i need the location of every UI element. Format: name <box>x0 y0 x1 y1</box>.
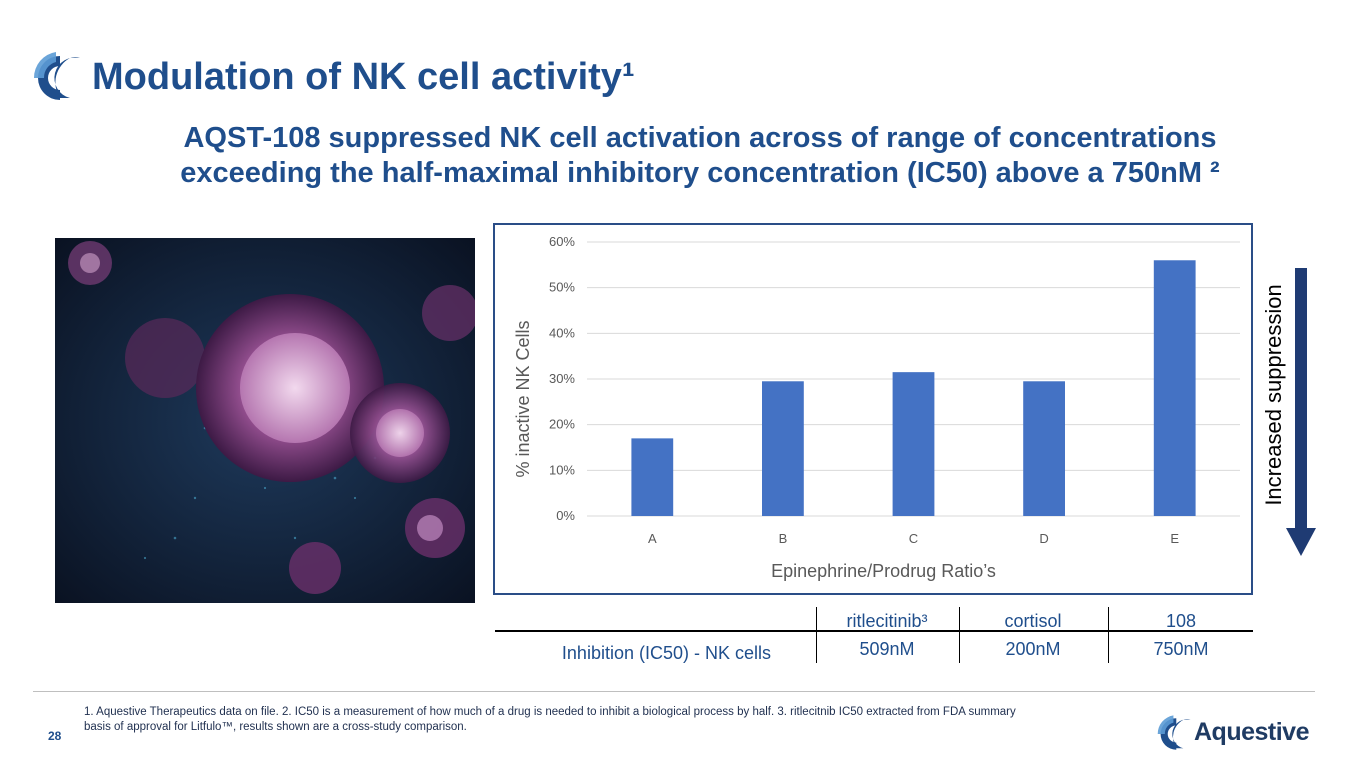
y-axis-label: % inactive NK Cells <box>513 320 533 477</box>
page-number: 28 <box>48 729 62 743</box>
y-tick-label: 60% <box>549 234 575 249</box>
x-tick-label: E <box>1170 531 1179 546</box>
bar-chart: 0% 10% 20% 30% 40% 50% 60% A B C D E Epinephrine/Pro… <box>513 234 1240 581</box>
bar-D <box>1023 381 1065 516</box>
brand-logo: Aquestive <box>1152 713 1322 755</box>
table-cell: 750nM <box>1153 639 1209 659</box>
arrow-down-icon <box>1286 268 1316 556</box>
footnote-line-2: basis of approval for Litfulo™, results … <box>84 721 467 733</box>
increased-suppression-text: Increased suppression <box>1261 284 1286 506</box>
y-tick-label: 20% <box>549 417 575 432</box>
x-tick-label: D <box>1039 531 1048 546</box>
footer-divider <box>33 691 1315 692</box>
footnotes: 1. Aquestive Therapeutics data on file. … <box>84 705 1144 735</box>
chart-labels: 0% 10% 20% 30% 40% 50% 60% A B C D E Epinephrine/Pro… <box>513 234 1179 581</box>
brand-name: Aquestive <box>1194 718 1309 746</box>
table-cell: 509nM <box>859 639 915 659</box>
bar-B <box>762 381 804 516</box>
table-cell: 200nM <box>1005 639 1061 659</box>
y-tick-label: 10% <box>549 462 575 477</box>
table-column-divider <box>959 607 960 663</box>
x-tick-label: B <box>779 531 788 546</box>
table-column-divider <box>816 607 817 663</box>
table-column-divider <box>1108 607 1109 663</box>
y-tick-label: 30% <box>549 371 575 386</box>
page-subtitle: AQST-108 suppressed NK cell activation a… <box>90 121 1310 191</box>
page-title: Modulation of NK cell activity¹ <box>92 56 635 98</box>
chart-frame: 0% 10% 20% 30% 40% 50% 60% A B C D E Epinephrine/Pro… <box>493 223 1253 595</box>
ic50-table: ritlecitinib³ cortisol 108 Inhibition (I… <box>495 605 1253 667</box>
bar-A <box>631 438 674 516</box>
x-tick-label: C <box>909 531 918 546</box>
y-tick-label: 50% <box>549 280 575 295</box>
nk-cell-illustration <box>55 238 475 603</box>
subtitle-line-1: AQST-108 suppressed NK cell activation a… <box>183 122 1217 154</box>
x-axis-label: Epinephrine/Prodrug Ratio’s <box>771 561 996 581</box>
table-header: cortisol <box>1004 611 1062 631</box>
table-row-label: Inhibition (IC50) - NK cells <box>495 643 815 664</box>
footnote-line-1: 1. Aquestive Therapeutics data on file. … <box>84 706 1016 718</box>
y-tick-label: 40% <box>549 325 575 340</box>
table-header: 108 <box>1165 611 1197 631</box>
table-divider <box>495 630 1253 632</box>
bar-C <box>892 372 935 516</box>
subtitle-line-2: exceeding the half-maximal inhibitory co… <box>180 157 1220 189</box>
aquestive-logo-icon <box>1157 715 1191 750</box>
bar-E <box>1153 260 1196 516</box>
row-label-text: Inhibition (IC50) - NK cells <box>561 643 771 663</box>
x-tick-label: A <box>648 531 657 546</box>
aquestive-logo-icon <box>33 52 80 100</box>
y-tick-label: 0% <box>556 508 575 523</box>
table-header: ritlecitinib³ <box>846 611 928 631</box>
chart-bars <box>631 260 1196 516</box>
